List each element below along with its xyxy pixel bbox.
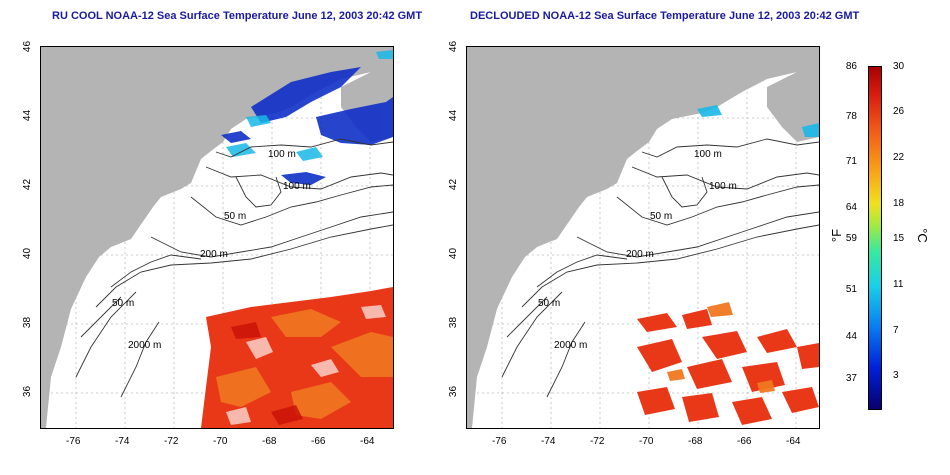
left-lat-tick: 42 [22,178,34,191]
celsius-tick: 30 [893,61,905,72]
left-map-canvas [41,47,393,428]
right-lon-tick: -64 [786,436,801,447]
land-mass [467,47,819,428]
left-contour-label: 200 m [200,249,228,260]
celsius-tick: 7 [893,325,899,336]
celsius-tick: 11 [893,279,904,290]
left-contour-label: 100 m [268,149,296,160]
celsius-unit-label: °C [914,228,930,243]
right-lon-tick: -76 [492,436,507,447]
right-map-title: DECLOUDED NOAA-12 Sea Surface Temperatur… [470,10,860,22]
fahrenheit-tick: 59 [845,233,857,244]
celsius-tick: 15 [893,233,905,244]
left-lon-tick: -70 [213,436,228,447]
celsius-tick: 26 [893,106,905,117]
fahrenheit-tick: 78 [845,111,857,122]
left-map-title: RU COOL NOAA-12 Sea Surface Temperature … [52,10,423,22]
fahrenheit-tick: 37 [845,373,857,384]
fahrenheit-unit-label: °F [829,228,845,243]
right-map-canvas [467,47,819,428]
left-lon-tick: -76 [66,436,81,447]
right-contour-label: 100 m [709,181,737,192]
right-sst-map [466,46,820,429]
celsius-tick: 3 [893,370,899,381]
right-contour-label: 50 m [538,298,561,309]
right-contour-label: 100 m [694,149,722,160]
fahrenheit-tick: 86 [845,61,857,72]
fahrenheit-tick: 44 [845,331,857,342]
right-lat-tick: 44 [448,109,460,122]
right-contour-label: 50 m [650,211,673,222]
right-lon-tick: -72 [590,436,605,447]
left-lon-tick: -72 [164,436,179,447]
right-lat-tick: 36 [448,385,460,398]
left-lat-tick: 40 [22,247,34,260]
left-lon-tick: -68 [262,436,277,447]
left-sst-map [40,46,394,429]
left-lat-tick: 38 [22,316,34,329]
right-lat-tick: 46 [448,40,460,53]
left-lon-tick: -74 [115,436,130,447]
left-lat-tick: 46 [22,40,34,53]
fahrenheit-tick: 51 [845,284,857,295]
right-lon-tick: -66 [737,436,752,447]
right-lat-tick: 42 [448,178,460,191]
left-contour-label: 2000 m [128,340,162,351]
celsius-tick: 18 [893,198,905,209]
land-mass [41,47,393,428]
right-lat-tick: 40 [448,247,460,260]
right-lon-tick: -68 [688,436,703,447]
right-lon-tick: -70 [639,436,654,447]
left-contour-label: 100 m [283,181,311,192]
right-lon-tick: -74 [541,436,556,447]
right-contour-label: 2000 m [554,340,588,351]
left-lon-tick: -64 [360,436,375,447]
fahrenheit-tick: 64 [845,202,857,213]
left-lat-tick: 36 [22,385,34,398]
celsius-tick: 22 [893,152,905,163]
left-contour-label: 50 m [112,298,135,309]
fahrenheit-tick: 71 [845,156,857,167]
temperature-colorbar [868,66,882,410]
right-lat-tick: 38 [448,316,460,329]
right-contour-label: 200 m [626,249,654,260]
warm-water-patches [637,309,819,425]
left-lat-tick: 44 [22,109,34,122]
left-lon-tick: -66 [311,436,326,447]
left-contour-label: 50 m [224,211,247,222]
